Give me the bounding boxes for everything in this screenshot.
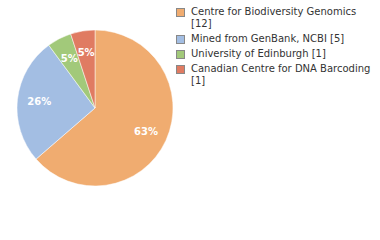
svg-text:5%: 5% [78,47,95,58]
html-text:Mined from GenBank, NCBI [5]: Mined from GenBank, NCBI [5] [191,33,345,44]
html-text:Canadian Centre for DNA Barcod: Canadian Centre for DNA Barcoding [1] [191,63,371,86]
svg-text:5%: 5% [61,53,78,64]
svg-text:63%: 63% [134,126,158,137]
html-text:Centre for Biodiversity Genomi: Centre for Biodiversity Genomics [12] [191,6,357,29]
html-text:University of Edinburgh [1]: University of Edinburgh [1] [191,48,326,59]
svg-text:26%: 26% [27,96,51,107]
